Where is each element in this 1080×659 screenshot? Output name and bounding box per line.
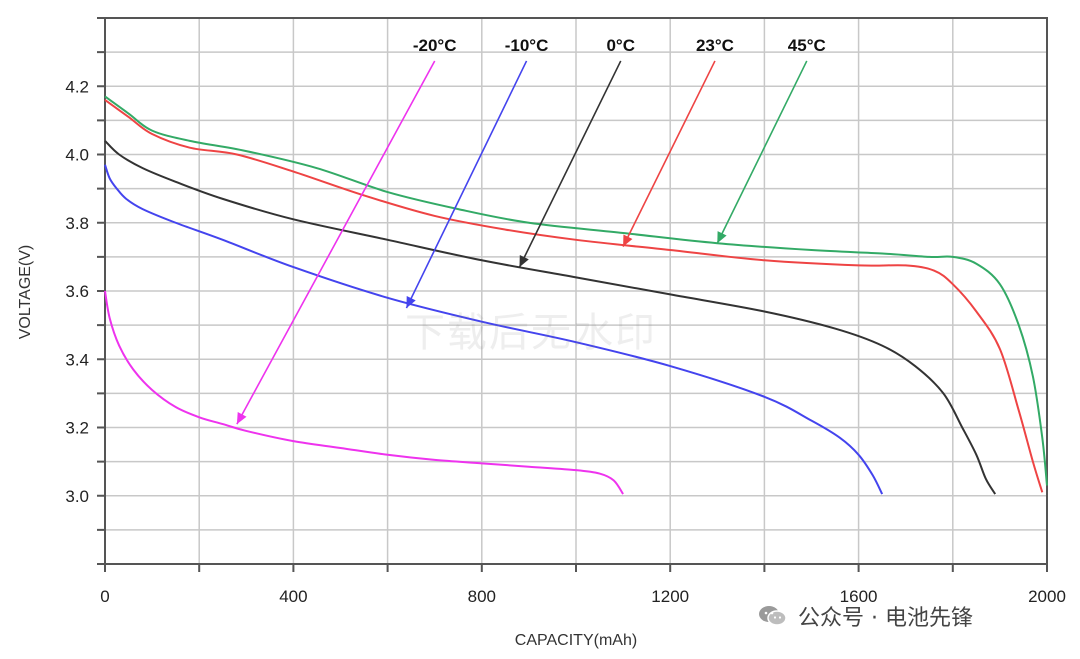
series-arrow-line-2: [518, 60, 622, 268]
series-arrowhead-0: [236, 412, 247, 425]
series-labels: -20°C -10°C 0°C 23°C 45°C: [236, 36, 826, 425]
series-arrowhead-3: [623, 234, 633, 247]
series-label-3: 23°C: [696, 36, 734, 55]
series-label-0: -20°C: [413, 36, 457, 55]
series-arrowhead-4: [717, 231, 727, 244]
series-label-1: -10°C: [505, 36, 549, 55]
series-layer: [104, 95, 1048, 495]
x-axis-title: CAPACITY(mAh): [515, 632, 637, 649]
series-arrow-line-1: [405, 60, 528, 309]
x-tick-label: 2000: [1028, 587, 1066, 606]
y-tick-label: 3.6: [65, 282, 89, 301]
brand-text: 公众号 · 电池先锋: [798, 606, 973, 631]
series-line-0: [104, 290, 624, 495]
x-tick-label: 400: [279, 587, 307, 606]
x-tick-label: 0: [100, 587, 109, 606]
y-tick-label: 3.4: [65, 350, 89, 369]
grid-lines: [104, 17, 1048, 565]
x-tick-label: 1200: [651, 587, 689, 606]
series-arrowhead-2: [519, 255, 529, 268]
x-tick-label: 800: [468, 587, 496, 606]
brand-footer: 公众号 · 电池先锋: [758, 600, 973, 632]
y-axis-title: VOLTAGE(V): [17, 245, 34, 340]
watermark-text: 下载后无水印: [405, 310, 657, 356]
y-tick-label: 4.2: [65, 77, 89, 96]
series-label-4: 45°C: [788, 36, 826, 55]
series-arrow-line-4: [716, 60, 808, 244]
y-tick-label: 3.2: [65, 419, 89, 438]
y-axis: 3.0 3.2 3.4 3.6 3.8 4.0 4.2: [65, 17, 105, 565]
series-arrow-line-3: [622, 60, 716, 247]
series-line-2: [104, 140, 997, 495]
wechat-icon: [759, 606, 787, 626]
series-label-2: 0°C: [606, 36, 635, 55]
series-line-4: [104, 95, 1048, 486]
x-tick-label: 1600: [840, 587, 878, 606]
series-line-1: [104, 164, 884, 495]
series-line-3: [104, 99, 1044, 493]
y-tick-label: 3.8: [65, 214, 89, 233]
series-arrow-line-0: [236, 60, 436, 425]
y-tick-label: 4.0: [65, 146, 89, 165]
y-tick-label: 3.0: [65, 487, 89, 506]
series-arrowhead-1: [406, 295, 416, 309]
x-axis: 0 400 800 1200 1600 2000: [100, 564, 1066, 606]
